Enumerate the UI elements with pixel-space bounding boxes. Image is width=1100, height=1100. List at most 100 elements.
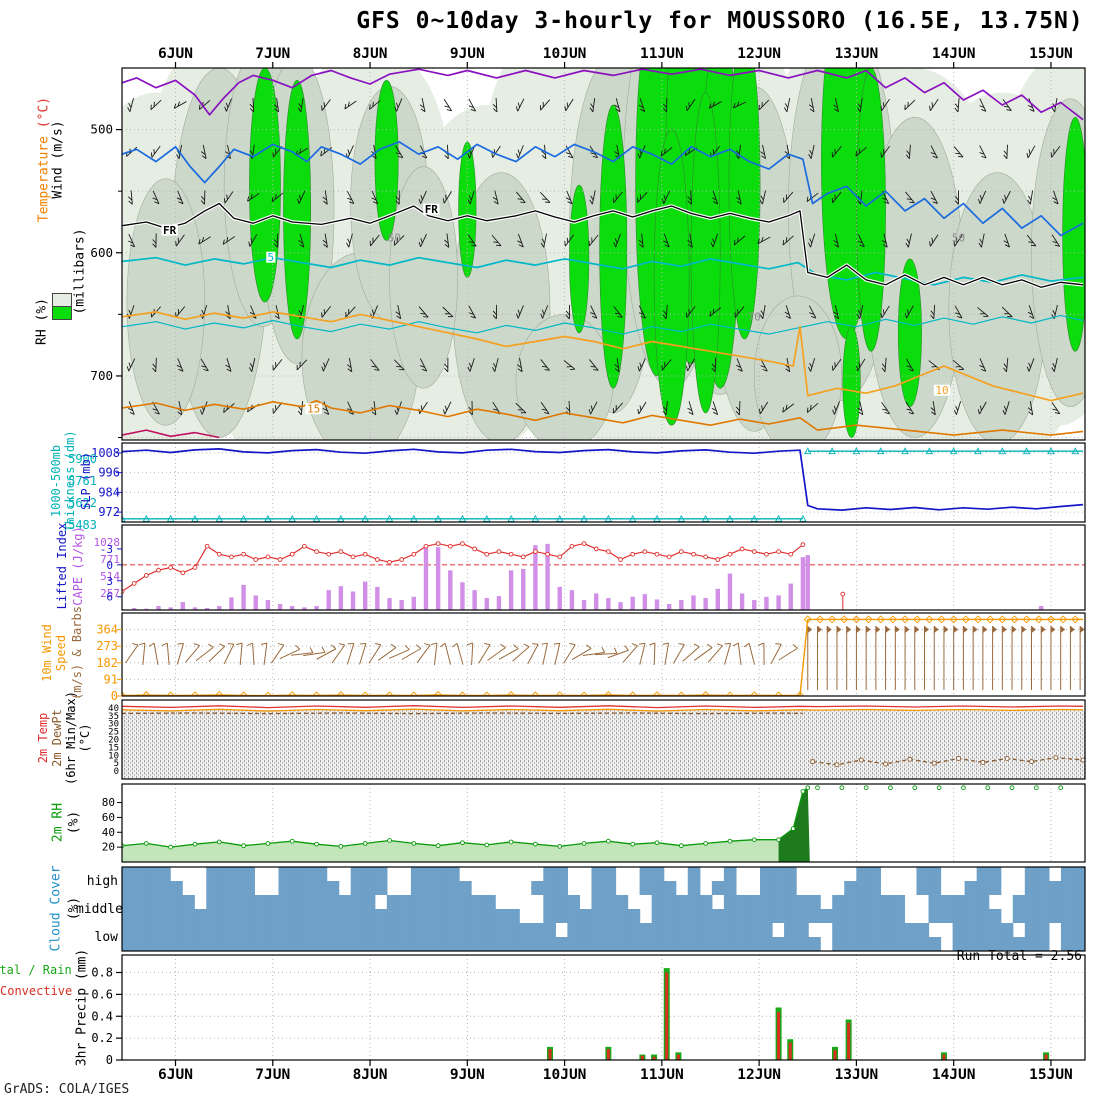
li-tick-label: 3 [106,575,113,588]
precip-tick-label: 0.4 [91,1009,113,1023]
temp2m-tick-label: 25 [108,728,119,738]
temp2m-lines [122,705,1085,768]
panel-slp-border [121,442,1086,523]
contour-label: 10 [935,384,948,397]
cloud-cover-blocks [122,867,1085,951]
temp2m-tick-label: 20 [108,736,119,746]
temp2m-tick-label: 0 [114,767,119,777]
precip-bars [547,968,1050,1060]
cape-tick-label: 1028 [94,536,121,549]
x-axis-label-top: 11JUN [640,46,684,62]
rh2m-tick-label: 80 [102,796,115,809]
x-axis-label-bottom: 10JUN [543,1067,587,1083]
x-axis-label-bottom: 14JUN [932,1067,976,1083]
upper-wind-barbs [126,97,1061,416]
slp-tick-label: 996 [98,466,120,480]
panel-temp2m-border [121,699,1086,780]
x-axis-label-bottom: 8JUN [353,1067,388,1083]
cape-grid [122,525,1085,610]
wind-tick-label: 0 [111,689,118,703]
slp-tick-label: 972 [98,505,120,519]
cloud-row-high-label: high [86,874,118,889]
x-axis-label-bottom: 13JUN [835,1067,879,1083]
pressure-tick-label: 700 [90,368,113,383]
precip-axis-label: 3hr Precip (mm) [74,948,90,1067]
rh-axis-label: RH (%) [34,298,50,345]
lifted-index-line [122,541,846,610]
li-tick-label: -3 [100,543,113,556]
minmax-hatch-band [122,710,1085,779]
wind-tick-label: 91 [104,672,118,686]
rh2m-tick-label: 40 [102,826,115,839]
contour-label: FR [425,203,439,216]
rh2m-tick-label: 60 [102,811,115,824]
contour-label: FR [163,224,177,237]
temp-contours [122,68,1084,439]
wind-axis-label: Wind (m/s) [50,120,66,199]
precip-tick-label: 0.8 [91,966,113,980]
thickness-tick-label: 5483 [68,518,97,532]
page-title: GFS 0~10day 3-hourly for MOUSSORO (16.5E… [356,8,1084,34]
contour-label: 50 [952,231,965,244]
x-axis-label-top: 6JUN [158,46,193,62]
precip-tick-label: 0.6 [91,987,113,1001]
x-axis-label-bottom: 6JUN [158,1067,193,1083]
x-axis-label-bottom: 12JUN [737,1067,781,1083]
precip-axis: 0.8 0.6 0.4 0.2 0 6JUN 7JUN 8JUN 9JUN 10JUN 11JUN 1… [91,966,1072,1084]
panel-upper-air-border [121,67,1086,441]
x-axis-label-top: 10JUN [543,46,587,62]
grads-credit: GrADS: COLA/IGES [4,1082,130,1097]
rh2m-tick-label: 20 [102,841,115,854]
temperature-axis-label: Temperature (°C) [37,75,52,245]
x-axis-label-top: 13JUN [835,46,879,62]
panel-cloud-border [121,866,1086,952]
precip-grid [122,955,1085,1060]
wind-tick-label: 182 [96,656,118,670]
contour-label: 15 [307,403,320,416]
x-axis-label-top: 7JUN [255,46,290,62]
slp-tick-label: 1008 [91,446,120,460]
upper-axis: 500 600 700 6JUN 7JUN 8JUN 9JUN 10JUN 11JUN 12JUN… [90,46,1073,439]
temp2m-tick-label: 40 [108,704,119,714]
thickness-tick-label: 5900 [68,452,97,466]
cape-tick-label: 514 [100,570,120,583]
rh-colorbar-bright-swatch [52,306,72,320]
wind-axis: 364 273 182 91 0 [96,623,122,703]
cape-tick-label: 257 [100,587,120,600]
panel-wind10m-border [121,612,1086,697]
x-axis-label-bottom: 15JUN [1029,1067,1073,1083]
x-axis-label-bottom: 9JUN [450,1067,485,1083]
contour-label: 5 [268,251,275,264]
pressure-tick-label: 500 [90,122,113,137]
li-tick-label: 0 [106,559,113,572]
pressure-tick-label: 600 [90,245,113,260]
contour-labels: FR FR 5 10 15 50 50 70 [161,203,965,416]
temp2m-tick-label: 30 [108,720,119,730]
temperature-axis-word: Temperature [36,128,52,223]
x-axis-label-bottom: 11JUN [640,1067,684,1083]
panel-rh2m-border [121,783,1086,863]
wind-barbs-10m [125,626,1085,690]
temperature-axis-unit: (°C) [36,96,52,129]
slp-tick-label: 984 [98,485,120,499]
cloud-row-low-label: low [94,930,118,945]
wind-tick-label: 273 [96,639,118,653]
panel-precip-border [121,954,1086,1061]
x-axis-label-bottom: 7JUN [255,1067,290,1083]
cape-bars [131,543,1044,610]
contour-label: 70 [748,310,761,323]
temp2m-tick-label: 5 [114,759,119,769]
precip-convective-legend: Convective [0,984,73,998]
rh2m-series [122,785,1064,862]
rh-shading [122,68,1085,440]
cloud-row-middle-label: middle [76,902,123,917]
millibars-axis-label: (millibars) [72,228,88,315]
rh-colorbar-light-swatch [52,293,72,307]
x-axis-label-top: 9JUN [450,46,485,62]
li-tick-label: 6 [106,591,113,604]
thickness-tick-label: 5761 [68,474,97,488]
x-axis-label-top: 14JUN [932,46,976,62]
temp2m-axis-label: 2m Temp [36,712,50,764]
